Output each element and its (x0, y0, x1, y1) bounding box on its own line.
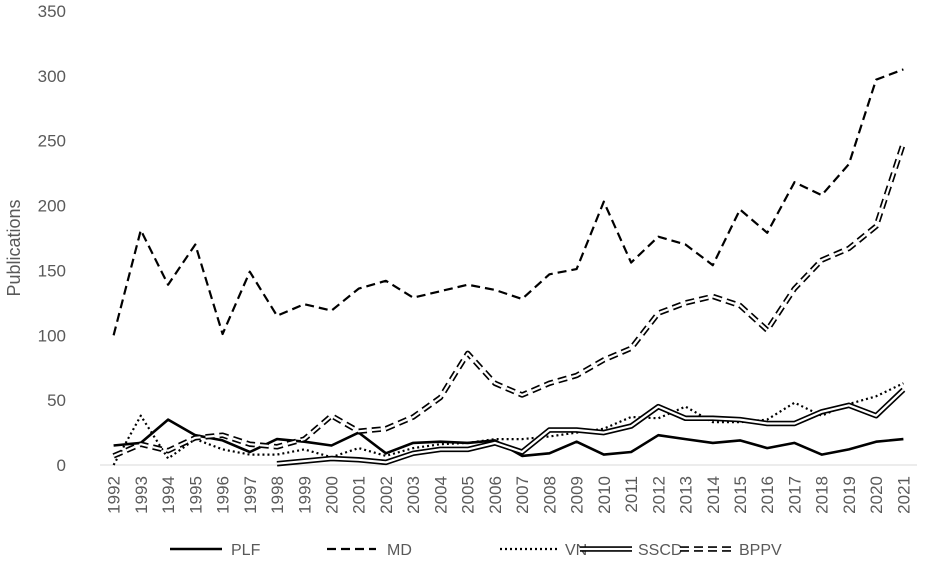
x-tick-label: 2013 (677, 476, 696, 514)
x-tick-label: 1998 (268, 476, 287, 514)
y-tick-label: 50 (47, 391, 66, 410)
legend-label-plf: PLF (231, 542, 261, 559)
y-axis-ticks: 0 50 100 150 200 250 300 350 (38, 2, 66, 475)
legend-label-bppv: BPPV (739, 542, 782, 559)
x-tick-label: 2008 (540, 476, 559, 514)
x-tick-label: 2009 (568, 476, 587, 514)
legend-label-sscd: SSCD (638, 542, 682, 559)
series-vn (112, 382, 904, 466)
x-tick-label: 2006 (486, 476, 505, 514)
x-tick-label: 1994 (159, 476, 178, 514)
x-tick-label: 1999 (295, 476, 314, 514)
x-tick-label: 2014 (704, 476, 723, 514)
x-tick-label: 2010 (595, 476, 614, 514)
x-tick-label: 2016 (758, 476, 777, 514)
y-tick-label: 250 (38, 132, 66, 151)
series-sscd-line-inner (276, 389, 905, 465)
legend-item-vn: VN (500, 542, 587, 559)
legend-item-md: MD (327, 542, 412, 559)
x-axis-ticks: 1992 1993 1994 1995 1996 1997 1998 1999 2000 2001… (105, 476, 914, 514)
x-tick-label: 2003 (404, 476, 423, 514)
legend: PLF MD VN SSCD BPPV (170, 542, 782, 559)
y-tick-label: 200 (38, 197, 66, 216)
x-tick-label: 1997 (241, 476, 260, 514)
y-tick-label: 350 (38, 2, 66, 21)
legend-item-plf: PLF (170, 542, 261, 559)
series-sscd (276, 387, 906, 467)
legend-item-sscd: SSCD (580, 542, 682, 559)
x-tick-label: 2021 (894, 476, 913, 514)
y-axis-title: Publications (4, 199, 24, 296)
y-tick-label: 100 (38, 326, 66, 345)
x-tick-label: 1996 (214, 476, 233, 514)
x-tick-label: 2011 (622, 476, 641, 513)
y-tick-label: 150 (38, 261, 66, 280)
x-tick-label: 2001 (350, 476, 369, 514)
x-tick-label: 1992 (105, 476, 124, 514)
legend-label-md: MD (387, 542, 412, 559)
x-tick-label: 2012 (649, 476, 668, 514)
x-tick-label: 2002 (377, 476, 396, 514)
x-tick-label: 2005 (459, 476, 478, 514)
series-vn-line (112, 382, 904, 466)
x-tick-label: 2018 (813, 476, 832, 514)
x-tick-label: 2019 (840, 476, 859, 514)
legend-item-bppv: BPPV (680, 542, 782, 559)
x-tick-label: 2004 (431, 476, 450, 514)
x-tick-label: 1993 (132, 476, 151, 514)
x-tick-label: 1995 (186, 476, 205, 514)
x-tick-label: 2000 (322, 476, 341, 514)
x-tick-label: 2015 (731, 476, 750, 514)
series-lines (112, 68, 907, 467)
series-bppv (112, 142, 907, 459)
series-md-line (112, 68, 904, 336)
y-tick-label: 300 (38, 67, 66, 86)
x-tick-label: 2020 (867, 476, 886, 514)
series-bppv-line-inner (113, 142, 905, 457)
x-tick-label: 2007 (513, 476, 532, 514)
series-md (112, 68, 904, 336)
x-tick-label: 2017 (785, 476, 804, 514)
y-tick-label: 0 (57, 456, 66, 475)
series-sscd-line-outer (276, 387, 906, 467)
